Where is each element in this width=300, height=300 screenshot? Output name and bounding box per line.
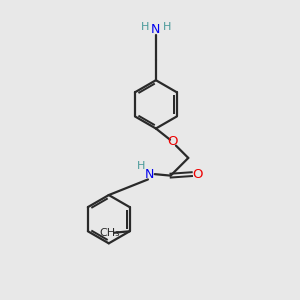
Text: CH₃: CH₃ — [99, 228, 120, 238]
Text: H: H — [140, 22, 149, 32]
Text: N: N — [151, 23, 160, 36]
Text: H: H — [137, 161, 146, 171]
Text: N: N — [145, 168, 154, 181]
Text: H: H — [163, 22, 171, 32]
Text: O: O — [192, 168, 202, 181]
Text: O: O — [167, 135, 177, 148]
